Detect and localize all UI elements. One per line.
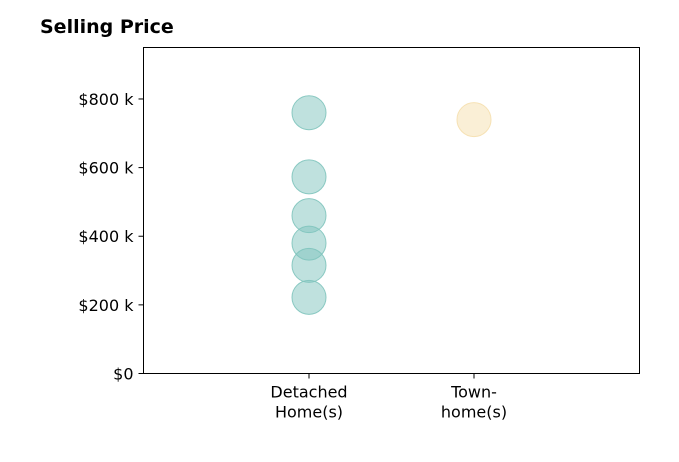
x-tick-label: Town- [450, 383, 497, 402]
data-point [291, 95, 327, 131]
data-point [456, 102, 492, 138]
data-point [291, 279, 327, 315]
y-tick-label: $800 k [78, 90, 134, 109]
chart-title: Selling Price [40, 16, 174, 38]
y-tick-label: $0 [113, 365, 133, 384]
plot-area-frame [143, 47, 640, 374]
data-point [291, 247, 327, 283]
x-tick-label: Detached [270, 383, 347, 402]
y-tick-label: $600 k [78, 159, 134, 178]
y-tick-label: $200 k [78, 296, 134, 315]
data-point [291, 159, 327, 195]
x-tick-label: Home(s) [275, 403, 343, 422]
x-tick-label: home(s) [441, 403, 507, 422]
y-tick-label: $400 k [78, 227, 134, 246]
